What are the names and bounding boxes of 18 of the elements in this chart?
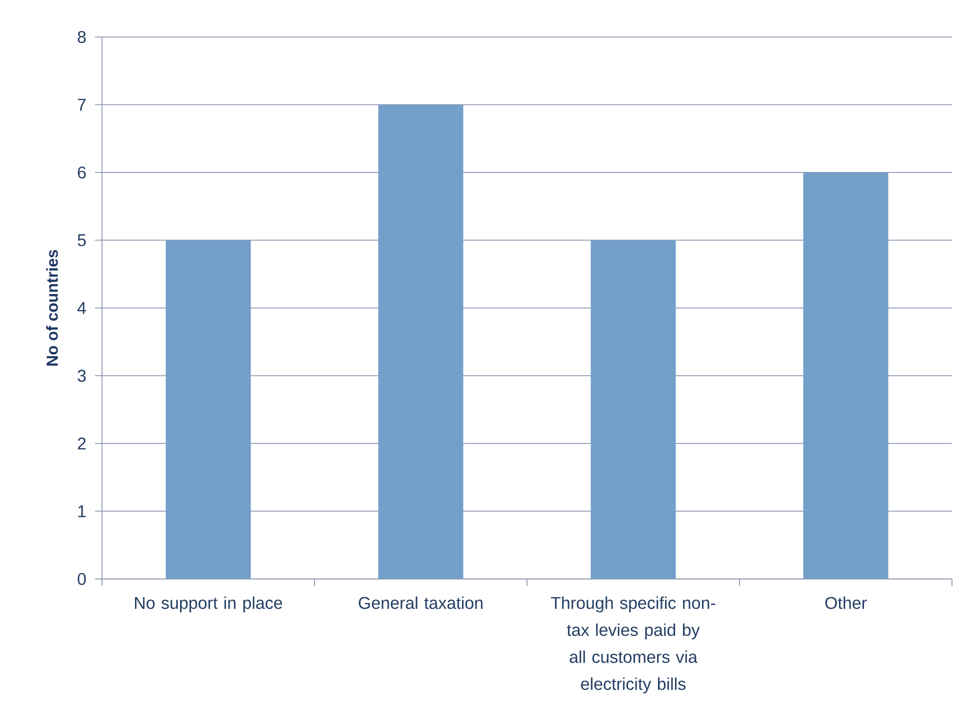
x-tick-label: No support in place (134, 596, 282, 612)
x-tick-label: Other (825, 596, 867, 609)
y-tick-label: 8 (78, 30, 86, 44)
y-tick-label: 4 (77, 302, 86, 314)
y-tick-label: 5 (78, 234, 86, 246)
y-tick-label: 6 (78, 166, 86, 179)
bar (590, 240, 676, 579)
y-tick-label: 0 (78, 572, 86, 586)
bar (803, 172, 888, 579)
y-tick-label: 1 (78, 505, 86, 518)
x-tick-label: General taxation (358, 596, 482, 609)
bar (378, 104, 464, 579)
bar (166, 240, 251, 579)
y-axis-title: No of countries (46, 250, 58, 366)
x-tick-label: Through specific non-tax levies paid by all customers via electricity bills (550, 596, 716, 694)
y-tick-label: 2 (78, 438, 86, 450)
y-tick-label: 7 (78, 98, 86, 111)
y-tick-label: 3 (78, 370, 86, 382)
